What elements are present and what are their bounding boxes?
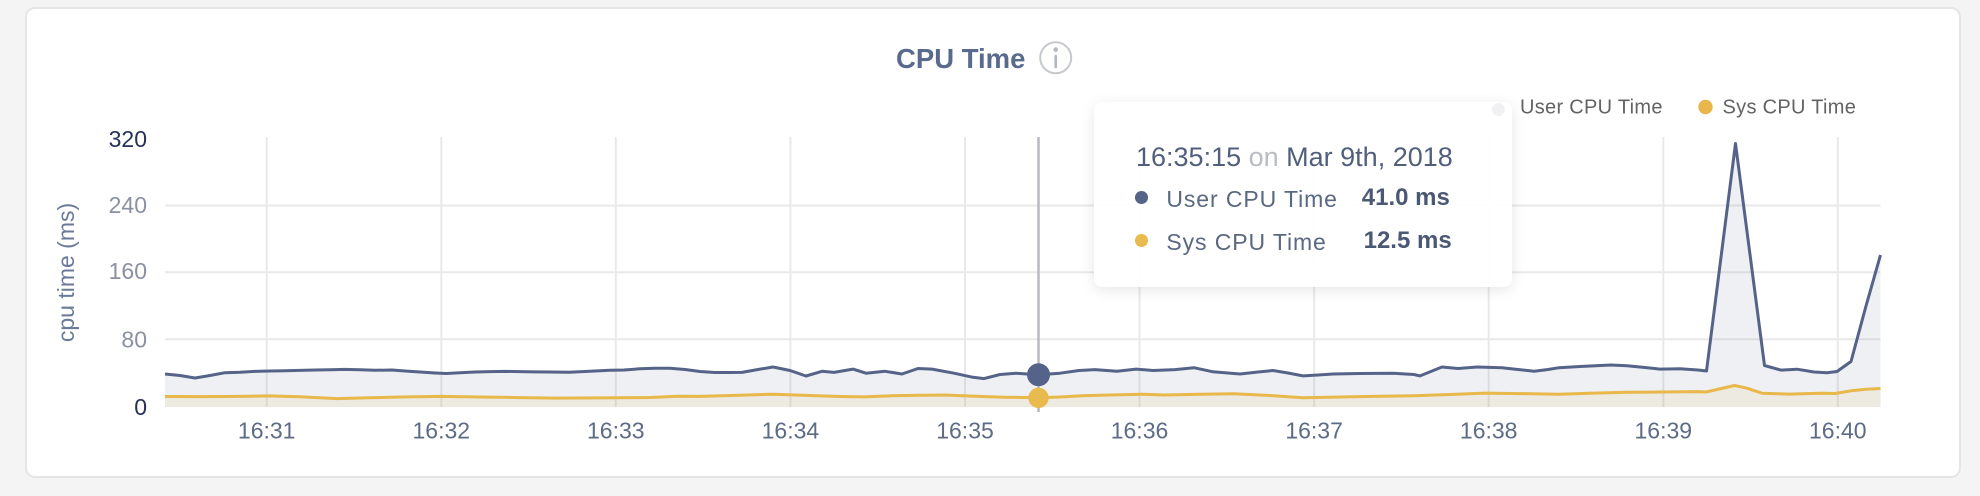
svg-text:320: 320 (109, 126, 147, 152)
svg-text:16:31: 16:31 (238, 418, 296, 444)
svg-text:16:36: 16:36 (1111, 418, 1169, 444)
svg-text:240: 240 (109, 192, 147, 218)
svg-text:16:40: 16:40 (1809, 418, 1867, 444)
svg-text:0: 0 (134, 394, 147, 420)
svg-text:80: 80 (121, 327, 147, 353)
svg-text:CPU Time: CPU Time (896, 43, 1025, 74)
svg-text:User CPU Time: User CPU Time (1520, 97, 1663, 119)
svg-text:cpu time (ms): cpu time (ms) (53, 203, 79, 342)
svg-text:16:33: 16:33 (587, 418, 645, 444)
svg-text:16:38: 16:38 (1460, 418, 1518, 444)
svg-text:Sys CPU Time: Sys CPU Time (1723, 97, 1857, 119)
svg-text:16:34: 16:34 (762, 418, 820, 444)
svg-text:16:39: 16:39 (1635, 418, 1693, 444)
svg-text:16:32: 16:32 (413, 418, 471, 444)
svg-text:160: 160 (109, 258, 147, 284)
svg-text:16:35: 16:35 (936, 418, 994, 444)
svg-text:16:37: 16:37 (1285, 418, 1343, 444)
